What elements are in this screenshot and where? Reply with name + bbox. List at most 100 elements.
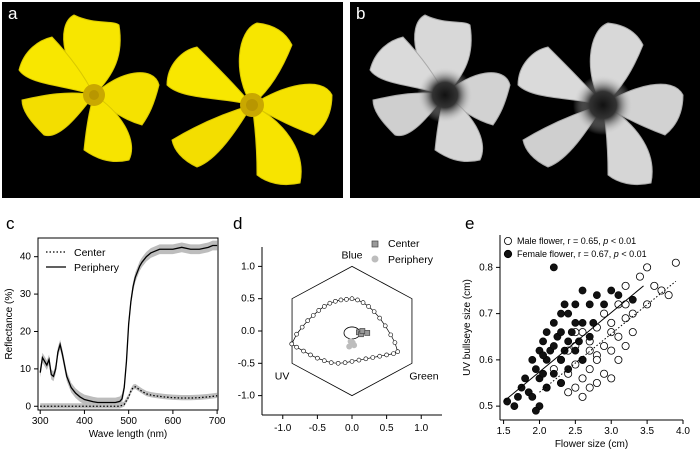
color-hexagon xyxy=(291,265,413,397)
locus-point xyxy=(305,318,310,323)
y-axis-label-c: Reflectance (%) xyxy=(4,288,15,359)
female-point xyxy=(575,337,583,346)
female-point xyxy=(578,355,587,364)
y-tick-label-c: 0 xyxy=(25,401,31,412)
legend-periphery-marker-d xyxy=(371,255,379,263)
male-point xyxy=(607,318,616,327)
locus-point xyxy=(310,313,316,318)
female-point xyxy=(614,291,623,300)
locus-point xyxy=(388,332,394,338)
locus-point xyxy=(315,355,320,361)
locus-point xyxy=(333,298,338,304)
y-tick-label-d: -1.0 xyxy=(238,391,256,402)
male-point xyxy=(657,286,666,295)
male-point xyxy=(607,328,616,337)
female-point xyxy=(542,328,551,337)
x-tick-label-d: 0.0 xyxy=(345,423,359,434)
male-point xyxy=(585,365,594,374)
male-point xyxy=(585,346,594,355)
male-point xyxy=(585,383,594,392)
locus-point xyxy=(342,360,348,365)
female-point xyxy=(571,318,580,327)
female-point xyxy=(557,328,565,337)
uv-flower-right xyxy=(517,22,684,186)
y-tick-label-d: 1.0 xyxy=(241,261,255,272)
female-point xyxy=(564,337,573,346)
center-error-band xyxy=(40,383,218,409)
x-tick-label-c: 700 xyxy=(209,416,226,427)
female-point xyxy=(539,351,547,360)
vertex-label-green: Green xyxy=(409,370,438,382)
periphery-line xyxy=(39,244,218,404)
locus-point xyxy=(377,315,382,321)
legend-center-label-d: Center xyxy=(388,238,420,250)
male-point xyxy=(571,360,580,369)
x-axis-label-c: Wave length (nm) xyxy=(89,429,168,440)
locus-point xyxy=(299,324,305,330)
male-point xyxy=(621,314,630,323)
female-point xyxy=(589,318,598,327)
locus-point xyxy=(327,300,333,306)
male-point xyxy=(635,272,644,281)
x-tick-label-e: 3.0 xyxy=(604,426,618,437)
locus-point xyxy=(395,349,400,354)
locus-point xyxy=(363,356,369,362)
male-point xyxy=(671,258,680,267)
female-point xyxy=(510,402,519,411)
male-point xyxy=(664,291,673,300)
x-tick-label-c: 400 xyxy=(76,416,93,427)
locus-point xyxy=(335,361,341,366)
locus-point xyxy=(294,344,299,350)
female-point xyxy=(539,369,547,378)
locus-point xyxy=(355,297,360,303)
x-tick-label-d: 1.0 xyxy=(414,423,428,434)
locus-point xyxy=(391,351,396,356)
panel-label-a: a xyxy=(8,4,18,23)
male-point xyxy=(592,355,601,364)
y-tick-label-e: 0.8 xyxy=(479,262,493,273)
y-tick-label-c: 20 xyxy=(20,326,32,337)
female-point xyxy=(549,318,558,327)
male-point xyxy=(621,341,630,350)
female-point xyxy=(567,328,576,337)
female-point xyxy=(557,309,565,318)
female-point xyxy=(564,365,573,374)
legend-center-marker-d xyxy=(371,240,379,248)
locus-point xyxy=(382,323,388,329)
legend-male-label: Male flower, r = 0.65, p < 0.01 xyxy=(517,236,636,246)
male-point xyxy=(621,281,630,290)
female-point xyxy=(592,291,601,300)
female-point xyxy=(557,379,565,387)
x-tick-label-c: 300 xyxy=(32,416,49,427)
male-point xyxy=(614,355,623,364)
y-tick-label-d: 0.0 xyxy=(241,326,255,337)
locus-point xyxy=(322,358,327,364)
y-tick-label-e: 0.6 xyxy=(479,355,493,366)
male-point xyxy=(628,309,637,318)
female-point xyxy=(528,392,537,401)
female-point xyxy=(549,369,558,378)
female-fit-line xyxy=(503,285,644,402)
x-tick-label-e: 2.5 xyxy=(568,426,582,437)
female-point xyxy=(585,300,594,309)
locus-point xyxy=(356,357,362,363)
panel-label-e: e xyxy=(465,214,475,233)
vertex-label-uv: UV xyxy=(275,370,290,382)
x-tick-label-c: 500 xyxy=(120,416,137,427)
male-point xyxy=(578,374,587,383)
panel-label-d: d xyxy=(233,214,243,233)
x-tick-label-c: 600 xyxy=(165,416,182,427)
male-point xyxy=(643,300,652,309)
x-tick-label-e: 3.5 xyxy=(640,426,654,437)
plot-frame-c xyxy=(37,237,219,411)
y-tick-label-c: 30 xyxy=(20,289,32,300)
male-point xyxy=(564,388,573,397)
x-tick-label-d: -0.5 xyxy=(309,423,327,434)
male-point xyxy=(650,281,659,290)
female-point xyxy=(514,392,522,401)
male-point xyxy=(614,332,623,341)
male-point xyxy=(600,341,609,350)
female-point xyxy=(571,346,580,355)
uv-flower-left xyxy=(369,14,511,163)
